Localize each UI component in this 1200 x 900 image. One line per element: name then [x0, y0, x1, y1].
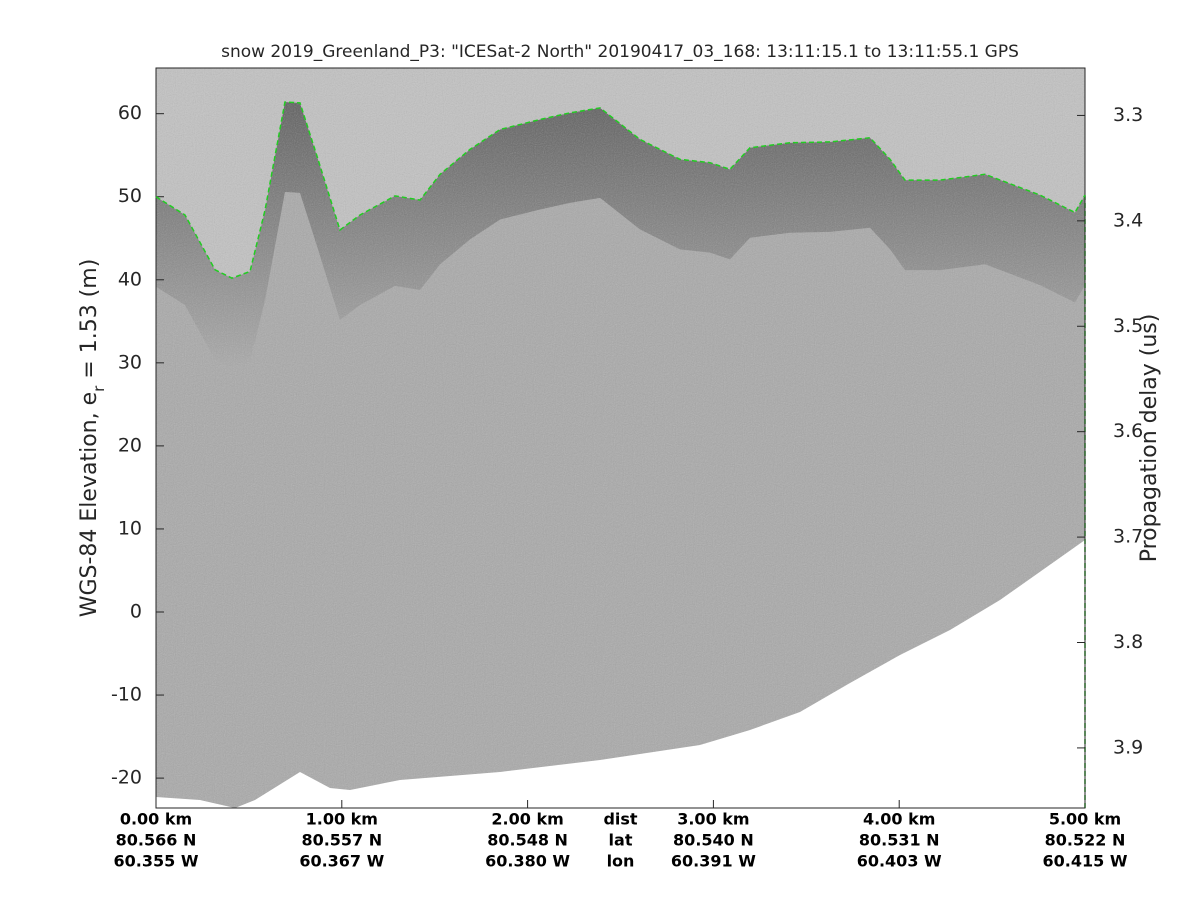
y2-tick-label: 3.3 — [1113, 104, 1143, 126]
y-tick-label: -20 — [111, 767, 142, 789]
lon-label: 60.380 W — [485, 852, 570, 871]
y2-tick-label: 3.9 — [1113, 736, 1143, 758]
x-tick-label: 3.00 km — [677, 810, 749, 829]
lon-label: 60.415 W — [1043, 852, 1128, 871]
lat-label: 80.540 N — [673, 831, 754, 850]
y-tick-label: -10 — [111, 684, 142, 706]
y2-tick-label: 3.7 — [1113, 526, 1143, 548]
y2-tick-label: 3.5 — [1113, 315, 1143, 337]
x-tick-label: 0.00 km — [120, 810, 192, 829]
y2-tick-label: 3.4 — [1113, 209, 1143, 231]
x-row-name: lat — [609, 831, 633, 850]
lat-label: 80.548 N — [487, 831, 568, 850]
x-tick-label: 4.00 km — [863, 810, 935, 829]
x-tick-label: 5.00 km — [1049, 810, 1121, 829]
y-label-main: WGS-84 Elevation, e — [77, 392, 102, 617]
y2-tick-label: 3.6 — [1113, 420, 1143, 442]
lat-label: 80.522 N — [1045, 831, 1126, 850]
x-tick-label: 2.00 km — [491, 810, 563, 829]
plot-frame — [155, 67, 1086, 809]
lon-label: 60.391 W — [671, 852, 756, 871]
y2-axis-label: Propagation delay (us) — [1137, 314, 1162, 563]
y-tick-label: 30 — [118, 351, 142, 373]
lat-label: 80.557 N — [301, 831, 382, 850]
lon-label: 60.403 W — [857, 852, 942, 871]
y-tick-label: 10 — [118, 517, 142, 539]
echogram — [156, 68, 1085, 808]
lat-label: 80.566 N — [116, 831, 197, 850]
x-tick-label: 1.00 km — [306, 810, 378, 829]
y-tick-label: 0 — [130, 600, 142, 622]
lat-label: 80.531 N — [859, 831, 940, 850]
no-data-region — [156, 540, 1085, 808]
x-row-name: lon — [607, 852, 635, 871]
lon-label: 60.367 W — [299, 852, 384, 871]
y-tick-label: 20 — [118, 434, 142, 456]
y-axis-label: WGS-84 Elevation, er = 1.53 (m) — [77, 259, 108, 618]
y-label-rest: = 1.53 (m) — [77, 259, 102, 386]
chart-title: snow 2019_Greenland_P3: "ICESat-2 North"… — [221, 42, 1019, 62]
y-tick-label: 50 — [118, 185, 142, 207]
y-tick-label: 40 — [118, 268, 142, 290]
lon-label: 60.355 W — [114, 852, 199, 871]
x-row-name: dist — [603, 810, 637, 829]
y-label-sub: r — [90, 385, 108, 392]
y-tick-label: 60 — [118, 102, 142, 124]
y2-tick-label: 3.8 — [1113, 631, 1143, 653]
